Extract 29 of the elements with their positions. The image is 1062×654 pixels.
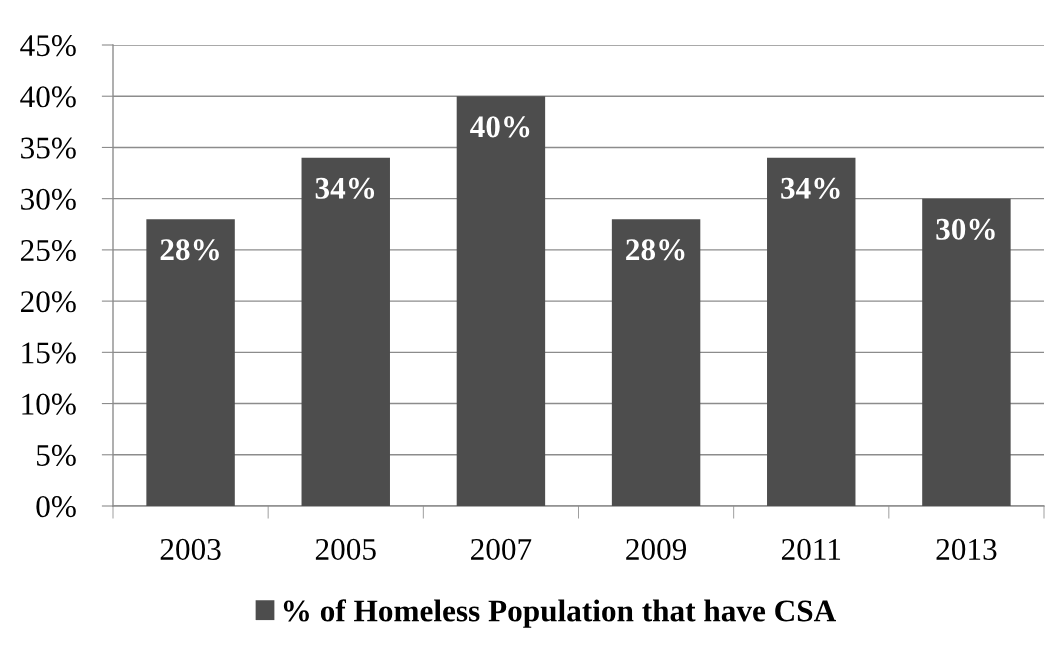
x-tick-label: 2003 — [160, 538, 221, 560]
bar — [922, 198, 1011, 506]
bar — [301, 157, 390, 506]
y-tick-label: 0% — [36, 496, 76, 518]
y-tick-label: 5% — [37, 444, 76, 467]
legend-label: % of Homeless Population that have CSA — [283, 599, 836, 628]
y-tick-label: 30% — [21, 188, 76, 210]
data-label: 30% — [936, 218, 995, 240]
y-tick-label: 10% — [22, 393, 76, 415]
bar — [146, 219, 235, 506]
x-tick-label: 2007 — [471, 538, 532, 560]
x-tick-label: 2011 — [781, 538, 841, 560]
y-tick-label: 15% — [22, 342, 76, 364]
y-tick-label: 35% — [21, 137, 76, 159]
data-label: 34% — [781, 177, 840, 199]
bar — [456, 96, 546, 506]
y-tick-label: 40% — [20, 86, 76, 108]
data-label: 28% — [160, 239, 219, 261]
y-tick-label: 25% — [20, 239, 76, 262]
x-tick-label: 2005 — [315, 538, 376, 560]
data-label: 28% — [626, 239, 685, 261]
x-tick-label: 2013 — [936, 538, 997, 560]
y-tick-label: 20% — [20, 291, 76, 313]
data-label: 34% — [315, 177, 375, 199]
y-tick-label: 45% — [20, 35, 76, 57]
data-label: 40% — [470, 116, 530, 138]
x-tick-label: 2009 — [626, 538, 687, 560]
bar — [611, 219, 701, 506]
bar — [767, 157, 856, 506]
